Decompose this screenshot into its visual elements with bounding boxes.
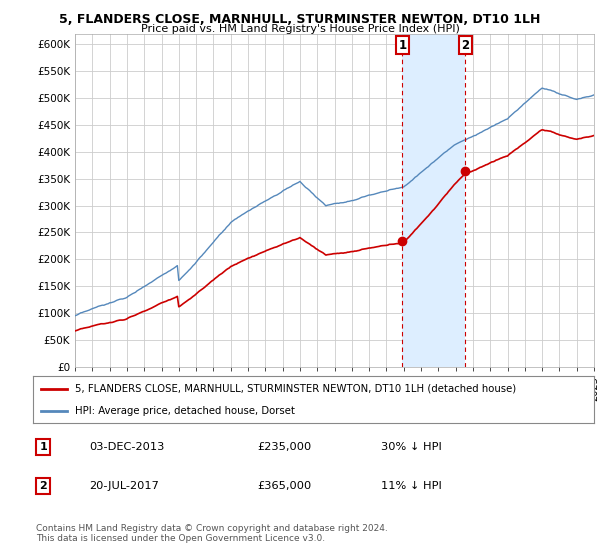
- Text: 1: 1: [39, 442, 47, 452]
- Text: 20-JUL-2017: 20-JUL-2017: [89, 480, 159, 491]
- Text: 03-DEC-2013: 03-DEC-2013: [89, 442, 164, 452]
- Bar: [403, 34, 465, 367]
- Text: 5, FLANDERS CLOSE, MARNHULL, STURMINSTER NEWTON, DT10 1LH: 5, FLANDERS CLOSE, MARNHULL, STURMINSTER…: [59, 13, 541, 26]
- Text: Contains HM Land Registry data © Crown copyright and database right 2024.
This d: Contains HM Land Registry data © Crown c…: [36, 524, 388, 543]
- Text: 1: 1: [398, 39, 406, 52]
- Text: £235,000: £235,000: [257, 442, 311, 452]
- Text: 5, FLANDERS CLOSE, MARNHULL, STURMINSTER NEWTON, DT10 1LH (detached house): 5, FLANDERS CLOSE, MARNHULL, STURMINSTER…: [75, 384, 517, 394]
- Text: 2: 2: [461, 39, 469, 52]
- Text: HPI: Average price, detached house, Dorset: HPI: Average price, detached house, Dors…: [75, 406, 295, 416]
- Text: £365,000: £365,000: [257, 480, 311, 491]
- Text: Price paid vs. HM Land Registry's House Price Index (HPI): Price paid vs. HM Land Registry's House …: [140, 24, 460, 34]
- Text: 30% ↓ HPI: 30% ↓ HPI: [381, 442, 442, 452]
- Text: 11% ↓ HPI: 11% ↓ HPI: [381, 480, 442, 491]
- Text: 2: 2: [39, 480, 47, 491]
